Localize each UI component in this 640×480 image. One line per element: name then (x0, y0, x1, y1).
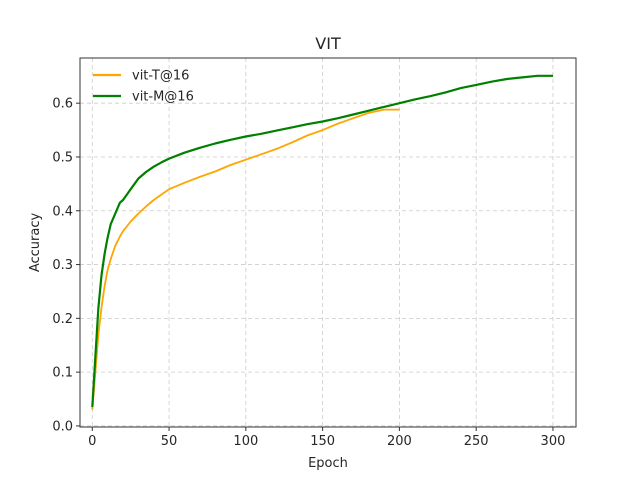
x-tick-label: 100 (233, 434, 258, 449)
y-axis-label: Accuracy (28, 213, 43, 273)
y-tick-label: 0.0 (52, 419, 73, 434)
y-tick-label: 0.1 (52, 366, 73, 381)
x-axis-ticks: 0 50 100 150 200 250 300 (88, 427, 565, 449)
chart-title: VIT (315, 34, 341, 53)
x-tick-label: 250 (464, 434, 489, 449)
y-axis-ticks: 0.0 0.1 0.2 0.3 0.4 0.5 0.6 (52, 97, 80, 434)
y-tick-label: 0.6 (52, 97, 73, 112)
series-line-vit-m-16 (91, 74, 553, 408)
x-tick-label: 50 (161, 434, 178, 449)
x-tick-label: 150 (310, 434, 335, 449)
grid (80, 58, 576, 427)
x-tick-label: 0 (88, 434, 96, 449)
x-tick-label: 300 (541, 434, 566, 449)
legend: vit-T@16 vit-M@16 (93, 69, 194, 105)
plot-frame (79, 57, 577, 428)
y-tick-label: 0.5 (52, 150, 73, 165)
x-tick-label: 200 (387, 434, 412, 449)
series-lines (91, 74, 553, 410)
legend-label: vit-M@16 (132, 90, 194, 105)
x-axis-label: Epoch (308, 456, 348, 471)
y-tick-label: 0.3 (52, 258, 73, 273)
legend-label: vit-T@16 (132, 69, 189, 84)
y-tick-label: 0.4 (52, 204, 73, 219)
series-line-vit-t-16 (91, 108, 400, 410)
y-tick-label: 0.2 (52, 312, 73, 327)
